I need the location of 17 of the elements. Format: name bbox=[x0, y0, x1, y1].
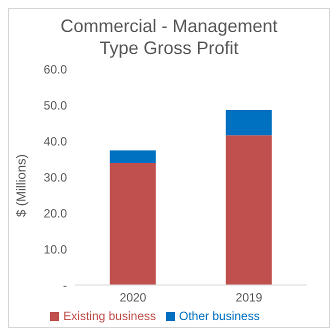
y-tick-label: 10.0 bbox=[44, 242, 68, 256]
legend-label: Existing business bbox=[63, 309, 156, 323]
x-tick-label: 2020 bbox=[120, 290, 147, 305]
bar bbox=[110, 162, 156, 285]
y-tick-label: 60.0 bbox=[44, 62, 68, 76]
y-tick-label: 30.0 bbox=[44, 170, 68, 184]
y-tick-label: 50.0 bbox=[44, 98, 68, 112]
chart-title: Commercial - Management Type Gross Profit bbox=[59, 15, 279, 59]
y-tick-label: 40.0 bbox=[44, 134, 68, 148]
y-tick-label: - bbox=[63, 278, 67, 292]
bar bbox=[110, 150, 156, 163]
bar bbox=[226, 135, 272, 285]
y-axis-title: $ (Millions) bbox=[14, 154, 29, 217]
y-tick-label: 20.0 bbox=[44, 206, 68, 220]
legend-label: Other business bbox=[179, 309, 260, 323]
bar bbox=[226, 110, 272, 136]
x-tick-label: 2019 bbox=[236, 290, 263, 305]
